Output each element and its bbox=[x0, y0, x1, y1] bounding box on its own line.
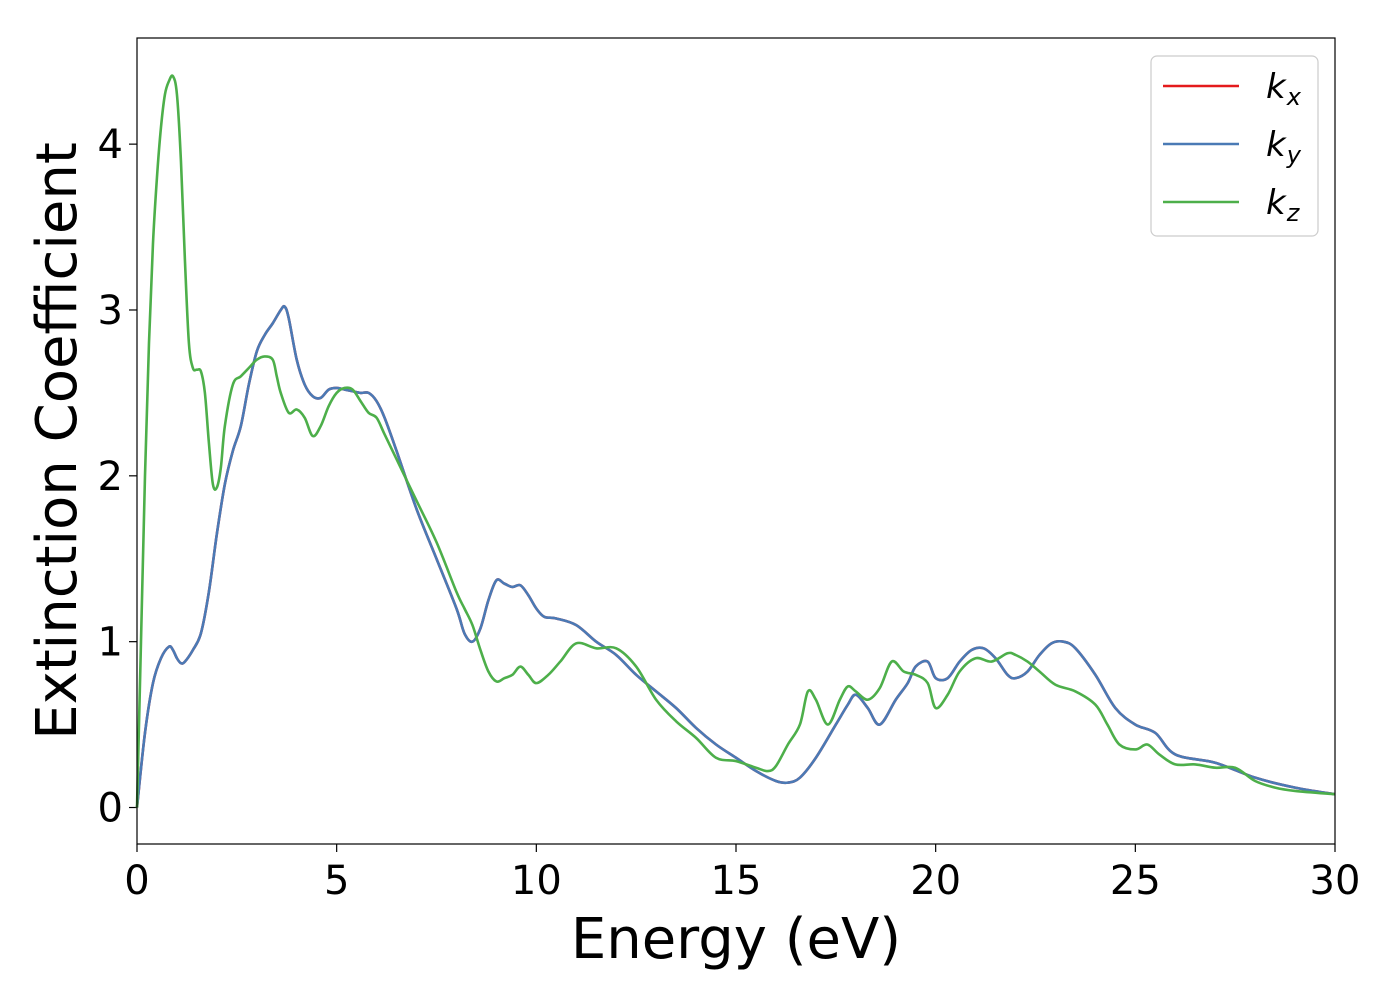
x-tick-label: 25 bbox=[1110, 858, 1161, 904]
y-axis-title: Extinction Coefficient bbox=[25, 142, 90, 740]
x-tick-label: 15 bbox=[711, 858, 762, 904]
legend-entries: kx ky kz bbox=[1163, 67, 1302, 227]
y-tick-label: 4 bbox=[98, 122, 123, 168]
legend-label-y: ky bbox=[1266, 125, 1302, 169]
y-tick-label: 2 bbox=[98, 454, 123, 500]
x-tick-label: 30 bbox=[1310, 858, 1361, 904]
legend: kx ky kz bbox=[1150, 55, 1319, 237]
x-tick-label: 20 bbox=[910, 858, 961, 904]
x-axis-title: Energy (eV) bbox=[571, 907, 901, 972]
y-axis-ticks: 0 1 2 3 4 bbox=[98, 122, 137, 832]
y-tick-label: 1 bbox=[98, 620, 123, 666]
series-lines bbox=[135, 74, 1336, 808]
x-axis-ticks: 0 5 10 15 20 25 30 bbox=[124, 844, 1360, 904]
y-tick-label: 3 bbox=[98, 288, 123, 334]
x-tick-label: 10 bbox=[511, 858, 562, 904]
y-tick-label: 0 bbox=[98, 786, 123, 832]
plot-frame bbox=[136, 37, 1336, 845]
legend-box bbox=[1150, 55, 1319, 237]
series-line-z bbox=[135, 74, 1336, 808]
x-tick-label: 0 bbox=[124, 858, 149, 904]
legend-label-x: kx bbox=[1266, 67, 1302, 111]
legend-label-z: kz bbox=[1266, 183, 1301, 227]
x-tick-label: 5 bbox=[324, 858, 349, 904]
